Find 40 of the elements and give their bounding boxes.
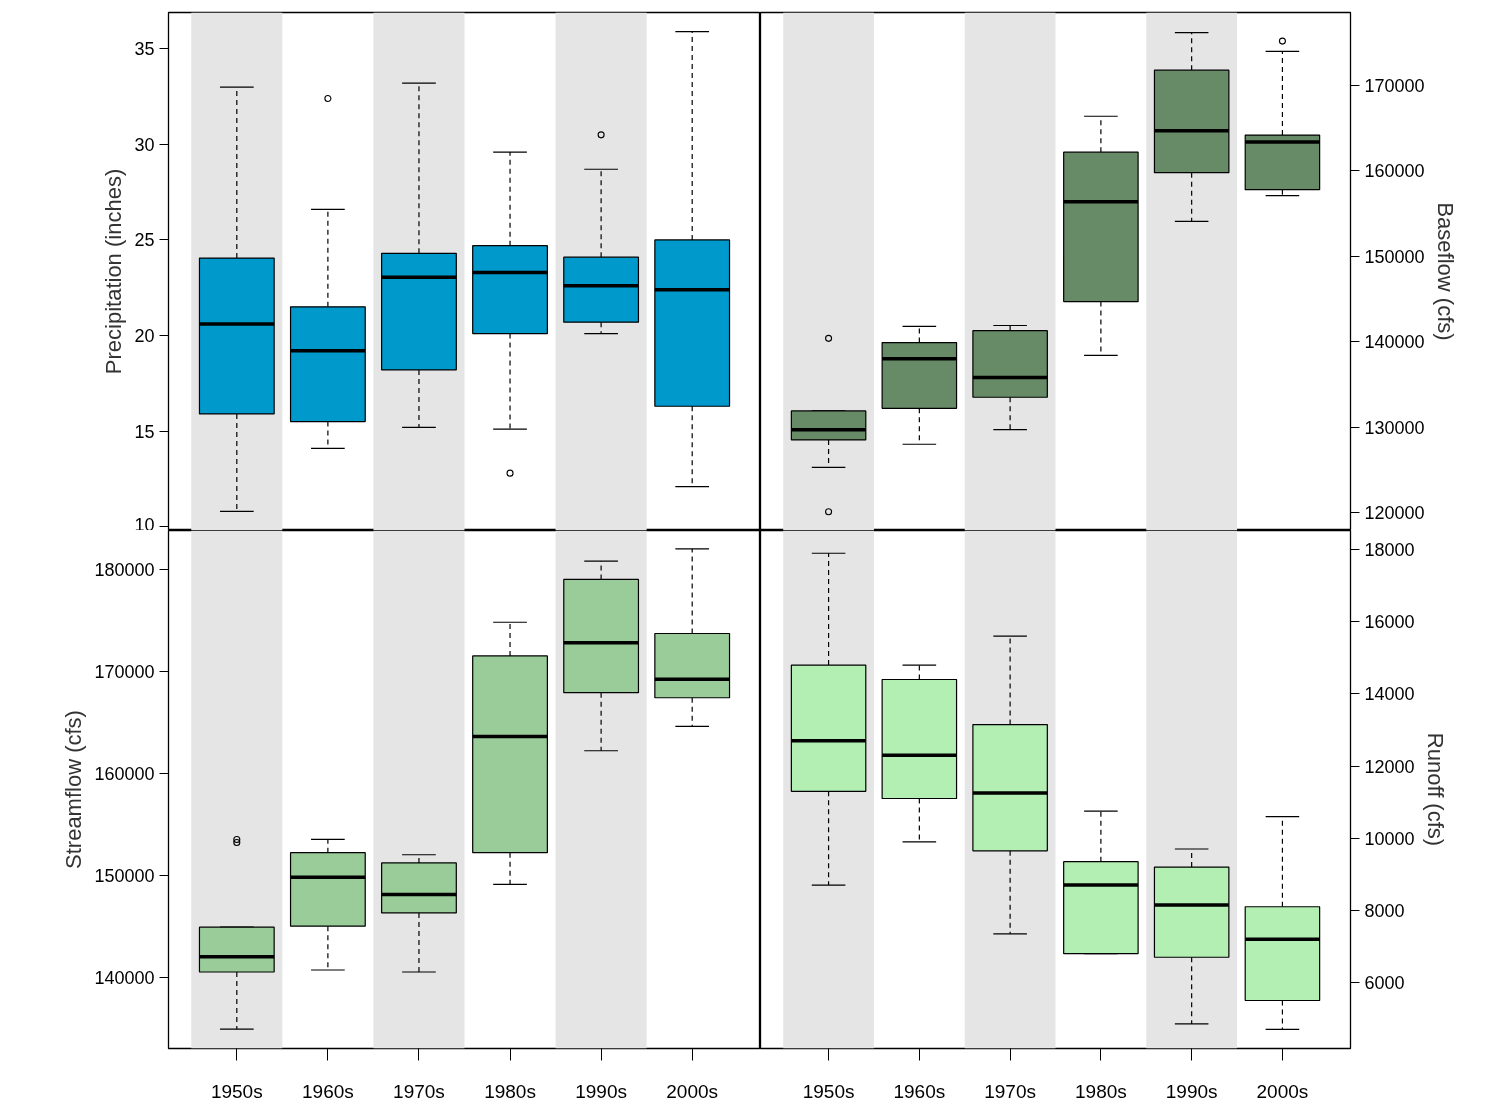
y-tick-label: 15 (134, 421, 155, 442)
y-tick-label: 140000 (94, 967, 155, 988)
x-tick-label: 2000s (666, 1080, 719, 1102)
y2-tick-label: 150000 (1364, 246, 1425, 267)
y2-tick-label: 140000 (1364, 332, 1425, 353)
x-tick-label: 2000s (1256, 1080, 1309, 1102)
x-tick-label: 1950s (802, 1080, 855, 1102)
x-tick-label: 1990s (1165, 1080, 1218, 1102)
y2-tick-label: 10000 (1364, 828, 1415, 849)
x-tick-label: 1980s (484, 1080, 536, 1102)
y2-axis-title: Baseflow (cfs) (1432, 202, 1458, 341)
y2-tick-label: 12000 (1364, 756, 1415, 777)
y2-tick-label: 120000 (1364, 503, 1425, 524)
x-tick-label: 1950s (210, 1080, 263, 1102)
y-tick-label: 30 (134, 134, 155, 155)
x-tick-label: 1970s (984, 1080, 1037, 1102)
y-tick-label: 170000 (94, 661, 155, 682)
y2-tick-label: 16000 (1364, 612, 1415, 633)
y-tick-label: 150000 (94, 865, 155, 886)
x-tick-label: 1980s (1075, 1080, 1127, 1102)
y2-tick-label: 8000 (1364, 900, 1405, 921)
y2-tick-label: 170000 (1364, 76, 1425, 97)
y2-tick-label: 160000 (1364, 161, 1425, 182)
x-tick-label: 1960s (893, 1080, 946, 1102)
y-tick-label: 180000 (94, 559, 155, 580)
y-axis-title: Streamflow (cfs) (61, 710, 87, 869)
x-tick-label: 1990s (575, 1080, 628, 1102)
y-axis-title: Precipitation (inches) (101, 168, 127, 375)
y2-axis-title: Runoff (cfs) (1422, 732, 1448, 847)
y-tick-label: 20 (134, 326, 155, 347)
y2-tick-label: 130000 (1364, 417, 1425, 438)
x-tick-label: 1960s (302, 1080, 354, 1102)
y-tick-label: 10 (134, 514, 155, 535)
y2-tick-label: 18000 (1364, 540, 1415, 561)
y2-tick-label: 14000 (1364, 684, 1415, 705)
y2-tick-label: 6000 (1364, 972, 1405, 993)
y-tick-label: 35 (134, 39, 155, 60)
x-tick-label: 1970s (393, 1080, 445, 1102)
y-tick-label: 25 (134, 230, 155, 251)
y-tick-label: 160000 (94, 763, 155, 784)
